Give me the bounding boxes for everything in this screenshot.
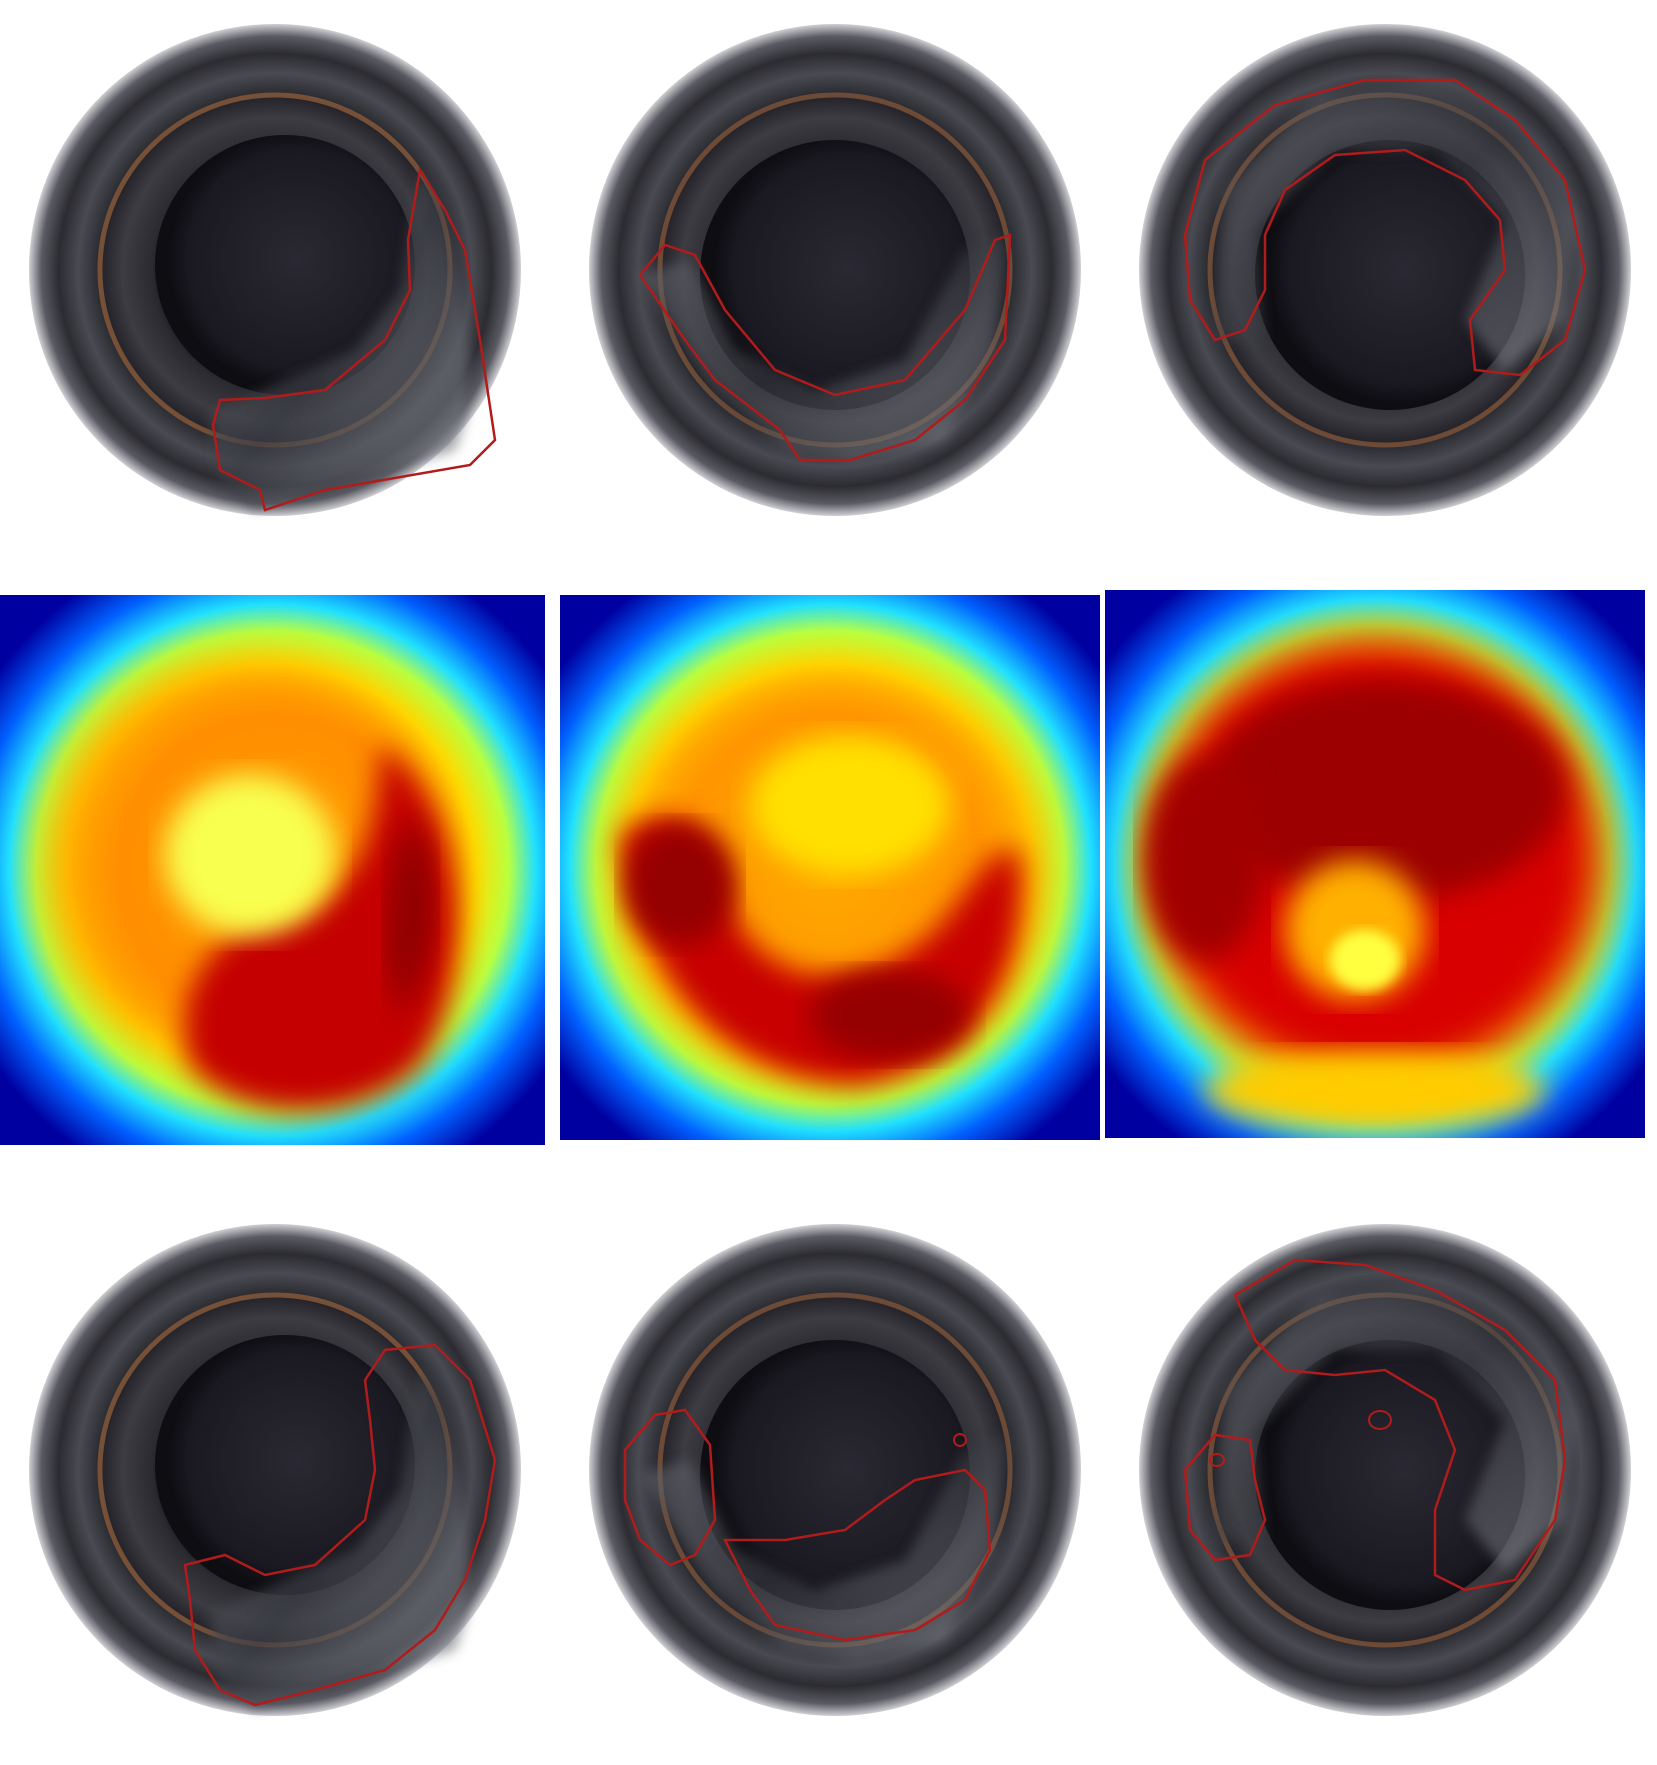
- pred-outline-speck: [1209, 1453, 1225, 1467]
- pred-outline-left: [623, 1408, 717, 1567]
- gt-outline: [211, 166, 497, 512]
- bottle-opening: [700, 140, 970, 410]
- heatmap-panel-bottle-2: [560, 595, 1100, 1140]
- pred-outline-speck: [953, 1433, 967, 1447]
- gt-panel-bottle-3: [1135, 20, 1635, 520]
- bottle-opening: [1255, 140, 1525, 410]
- heatmap-panel-bottle-1: [0, 595, 545, 1145]
- gt-panel-bottle-1: [25, 20, 525, 520]
- gt-outline: [1183, 78, 1587, 377]
- pred-panel-bottle-3: [1135, 1220, 1635, 1720]
- heat-peak: [1145, 760, 1265, 960]
- heatmap-panel-bottle-3: [1105, 590, 1645, 1138]
- bottle-opening: [155, 1335, 415, 1595]
- bottle-opening: [1255, 1340, 1525, 1610]
- pred-outline-speck: [1368, 1410, 1392, 1430]
- defect-region: [1215, 1280, 1575, 1570]
- heat-peak: [810, 970, 970, 1060]
- heat-cool-spot: [1330, 930, 1400, 990]
- pred-outline-main: [1233, 1258, 1567, 1592]
- bottle-opening: [155, 135, 415, 395]
- heat-peak: [386, 815, 436, 1015]
- heat-cool-center: [165, 775, 335, 935]
- pred-outline-bottom: [722, 1468, 992, 1642]
- bottle-opening: [700, 1340, 970, 1610]
- defect-region: [640, 1435, 1005, 1660]
- pred-panel-bottle-1: [25, 1220, 525, 1720]
- heat-hot: [184, 745, 458, 1110]
- heat-peak: [625, 825, 735, 945]
- pred-outline-left: [1183, 1433, 1267, 1562]
- defect-region: [210, 170, 470, 510]
- pred-outline: [183, 1343, 497, 1707]
- defect-region: [210, 1370, 470, 1710]
- gt-panel-bottle-2: [585, 20, 1085, 520]
- heat-peak: [1205, 680, 1565, 900]
- heat-cool-center: [750, 735, 950, 875]
- heat-warm-edge: [1205, 1050, 1545, 1130]
- gt-outline: [638, 233, 1012, 462]
- defect-region: [640, 235, 1005, 460]
- pred-panel-bottle-2: [585, 1220, 1085, 1720]
